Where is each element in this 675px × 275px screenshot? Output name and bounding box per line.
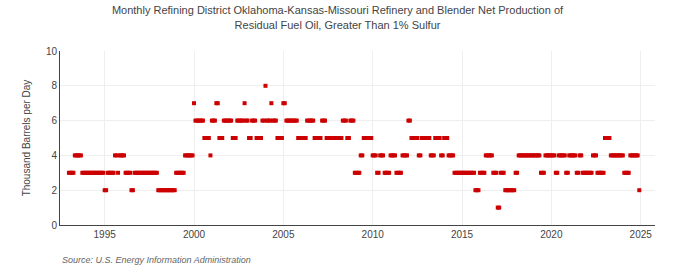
svg-text:Source: U.S. Energy Informatio: Source: U.S. Energy Information Administ…: [62, 255, 251, 265]
svg-text:2005: 2005: [272, 229, 295, 240]
svg-text:2015: 2015: [451, 229, 474, 240]
svg-text:6: 6: [51, 115, 57, 126]
svg-text:8: 8: [51, 80, 57, 91]
svg-text:Thousand Barrels per Day: Thousand Barrels per Day: [21, 80, 32, 197]
svg-text:4: 4: [51, 150, 57, 161]
svg-text:1995: 1995: [94, 229, 117, 240]
svg-text:2025: 2025: [630, 229, 653, 240]
svg-text:0: 0: [51, 220, 57, 231]
svg-text:10: 10: [46, 46, 58, 57]
svg-text:2020: 2020: [540, 229, 563, 240]
svg-text:2000: 2000: [183, 229, 206, 240]
svg-text:2010: 2010: [362, 229, 385, 240]
svg-text:2: 2: [51, 185, 57, 196]
svg-text:Monthly Refining District Okla: Monthly Refining District Oklahoma-Kansa…: [112, 4, 564, 30]
